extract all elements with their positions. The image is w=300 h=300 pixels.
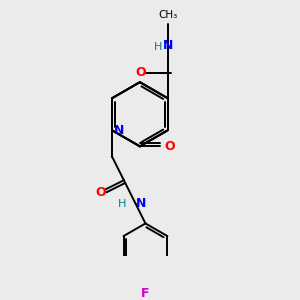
Text: O: O bbox=[135, 66, 146, 80]
Text: N: N bbox=[136, 197, 147, 210]
Text: O: O bbox=[164, 140, 175, 153]
Text: H: H bbox=[118, 199, 126, 209]
Text: N: N bbox=[114, 124, 124, 137]
Text: O: O bbox=[95, 185, 106, 199]
Text: CH₃: CH₃ bbox=[158, 10, 177, 20]
Text: N: N bbox=[163, 39, 173, 52]
Text: F: F bbox=[141, 287, 150, 300]
Text: H: H bbox=[154, 42, 162, 52]
